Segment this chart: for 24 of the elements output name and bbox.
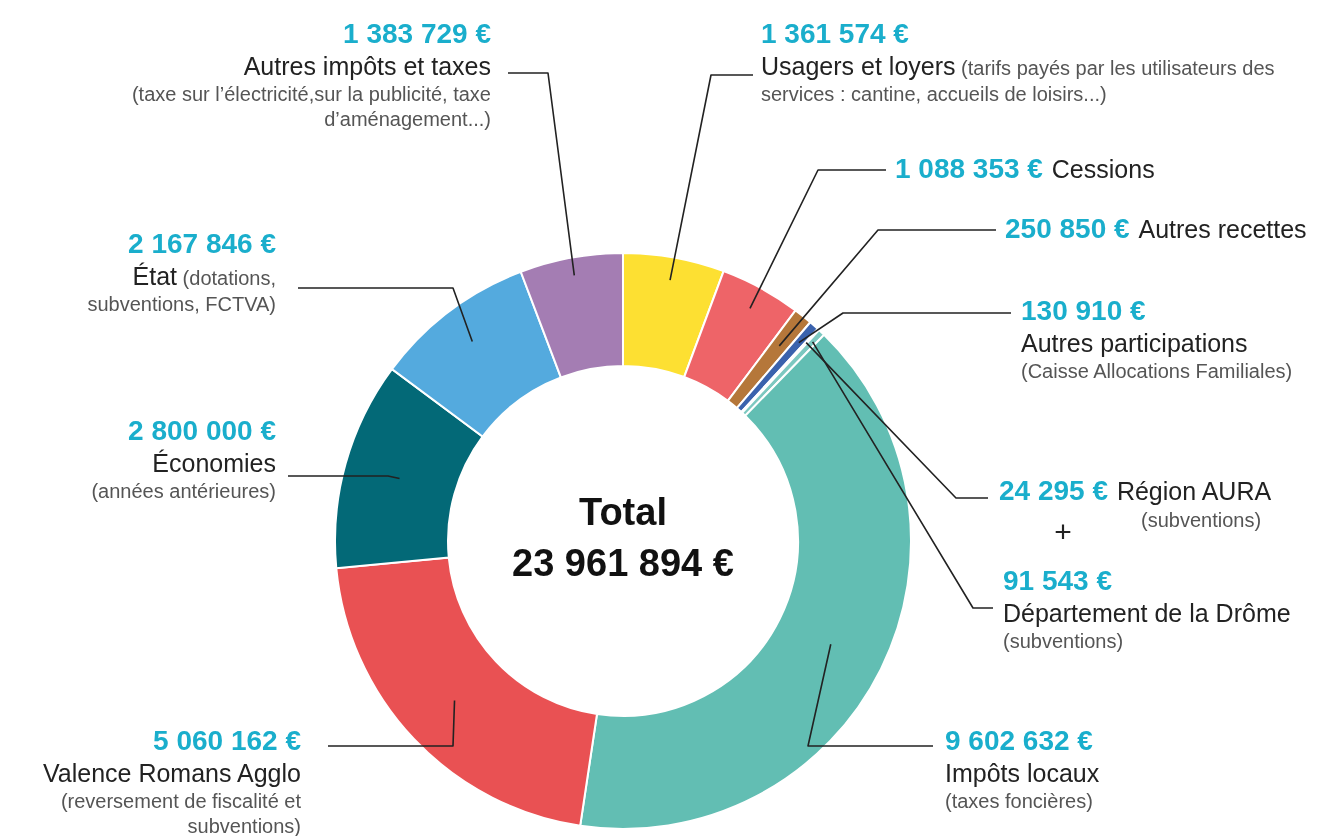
data-label: 1 383 729 € bbox=[343, 18, 491, 49]
text: 23 961 894 € bbox=[511, 542, 735, 585]
data-label: 5 060 162 € bbox=[153, 725, 301, 756]
slice-label: État (dotations, subventions, FCTVA) bbox=[87, 262, 276, 316]
slice-label: Économies (années antérieures) bbox=[90, 449, 276, 505]
data-label: 2 167 846 € bbox=[128, 228, 276, 259]
data-label: 91 543 € bbox=[1003, 565, 1112, 596]
data-label: 1 088 353 € bbox=[895, 153, 1043, 184]
data-label: 2 800 000 € bbox=[128, 415, 276, 446]
text: Total bbox=[578, 491, 668, 534]
data-label: 1 361 574 € bbox=[761, 18, 909, 49]
slice-label: Impôts locaux (taxes foncières) bbox=[945, 759, 1101, 815]
slice-label: Région AURA (subventions) bbox=[1116, 477, 1273, 533]
slice-label: Département de la Drôme (subventions) bbox=[1003, 599, 1292, 655]
data-label: 250 850 € bbox=[1005, 213, 1130, 244]
data-label: 9 602 632 € bbox=[945, 725, 1093, 756]
data-label: 130 910 € bbox=[1021, 295, 1146, 326]
slice-label: Autres impôts et taxes (taxe sur l’électricité,sur la publicité, taxe d’aménagement...) bbox=[130, 52, 491, 133]
slice-label: Autres recettes bbox=[1138, 215, 1307, 243]
text: + bbox=[1053, 515, 1073, 549]
slice-label: Usagers et loyers (tarifs payés par les utilisateurs des services : cantine, accueils de loisirs...) bbox=[761, 52, 1275, 106]
slice-label: Cessions bbox=[1051, 155, 1155, 183]
data-label: 24 295 € bbox=[999, 475, 1108, 506]
slice-label: Autres participations (Caisse Allocations Familiales) bbox=[1021, 329, 1294, 385]
